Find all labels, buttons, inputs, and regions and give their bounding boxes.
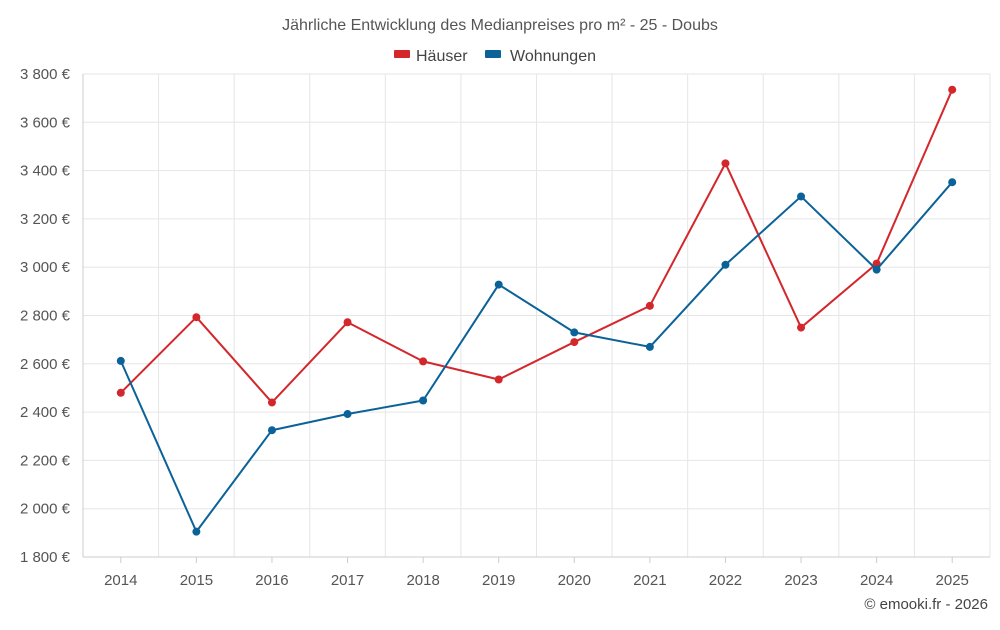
- data-point-wohnungen[interactable]: [419, 396, 428, 405]
- y-tick-label: 3 200 €: [20, 211, 71, 228]
- data-point-wohnungen[interactable]: [721, 260, 730, 269]
- data-point-haeuser[interactable]: [645, 301, 654, 310]
- x-axis-ticks: 2014 2015 2016 2017 2018 2019 2020 2021 2022 2023…: [104, 557, 969, 589]
- legend-label-haeuser: Häuser: [416, 48, 468, 65]
- data-point-haeuser[interactable]: [721, 159, 730, 168]
- series-line-haeuser: [120, 89, 954, 404]
- legend-label-wohnungen: Wohnungen: [510, 48, 596, 65]
- x-tick-label: 2025: [936, 572, 969, 589]
- x-tick-label: 2019: [482, 572, 515, 589]
- y-tick-label: 1 800 €: [20, 549, 71, 566]
- data-point-haeuser[interactable]: [797, 323, 806, 332]
- y-axis-ticks: 1 800 € 2 000 € 2 200 € 2 400 € 2 600 € 2 800…: [20, 66, 71, 566]
- data-point-wohnungen[interactable]: [343, 410, 352, 419]
- legend-item-haeuser[interactable]: Häuser: [394, 48, 468, 65]
- data-point-haeuser[interactable]: [570, 338, 579, 347]
- chart-title: Jährliche Entwicklung des Medianpreises …: [282, 17, 718, 34]
- data-point-wohnungen[interactable]: [192, 527, 201, 536]
- data-point-wohnungen[interactable]: [116, 356, 125, 365]
- x-tick-label: 2017: [331, 572, 364, 589]
- x-tick-label: 2021: [633, 572, 666, 589]
- legend-item-wohnungen[interactable]: Wohnungen: [485, 48, 596, 65]
- x-tick-label: 2023: [784, 572, 817, 589]
- data-point-haeuser[interactable]: [872, 259, 881, 268]
- y-tick-label: 3 600 €: [20, 114, 71, 131]
- data-point-haeuser[interactable]: [116, 388, 125, 397]
- x-tick-label: 2022: [709, 572, 742, 589]
- x-tick-label: 2016: [255, 572, 288, 589]
- legend-swatch-wohnungen: [485, 50, 501, 58]
- x-tick-label: 2014: [104, 572, 137, 589]
- series-haeuser: [116, 85, 957, 407]
- series-wohnungen: [116, 178, 957, 536]
- y-tick-label: 2 400 €: [20, 404, 71, 421]
- x-tick-label: 2020: [558, 572, 591, 589]
- data-point-wohnungen[interactable]: [494, 280, 503, 289]
- y-tick-label: 2 800 €: [20, 308, 71, 325]
- data-point-wohnungen[interactable]: [872, 265, 881, 274]
- y-tick-label: 3 800 €: [20, 66, 71, 83]
- grid: [82, 73, 991, 558]
- data-point-haeuser[interactable]: [343, 318, 352, 327]
- data-point-haeuser[interactable]: [419, 357, 428, 366]
- credit-text: © emooki.fr - 2026: [864, 596, 988, 613]
- y-tick-label: 2 000 €: [20, 501, 71, 518]
- y-tick-label: 2 200 €: [20, 452, 71, 469]
- x-tick-label: 2015: [180, 572, 213, 589]
- data-point-haeuser[interactable]: [948, 85, 957, 94]
- data-point-haeuser[interactable]: [494, 375, 503, 384]
- series: [116, 85, 957, 536]
- series-line-wohnungen: [119, 181, 953, 533]
- data-point-wohnungen[interactable]: [570, 328, 579, 337]
- x-tick-label: 2024: [860, 572, 893, 589]
- y-tick-label: 3 000 €: [20, 259, 71, 276]
- legend[interactable]: Häuser Wohnungen: [394, 48, 596, 65]
- legend-swatch-haeuser: [394, 50, 410, 58]
- data-point-haeuser[interactable]: [267, 398, 276, 407]
- data-point-haeuser[interactable]: [192, 313, 201, 322]
- data-point-wohnungen[interactable]: [797, 192, 806, 201]
- data-point-wohnungen[interactable]: [267, 426, 276, 435]
- y-tick-label: 3 400 €: [20, 163, 71, 180]
- y-tick-label: 2 600 €: [20, 356, 71, 373]
- data-point-wohnungen[interactable]: [948, 178, 957, 187]
- data-point-wohnungen[interactable]: [645, 342, 654, 351]
- x-tick-label: 2018: [406, 572, 439, 589]
